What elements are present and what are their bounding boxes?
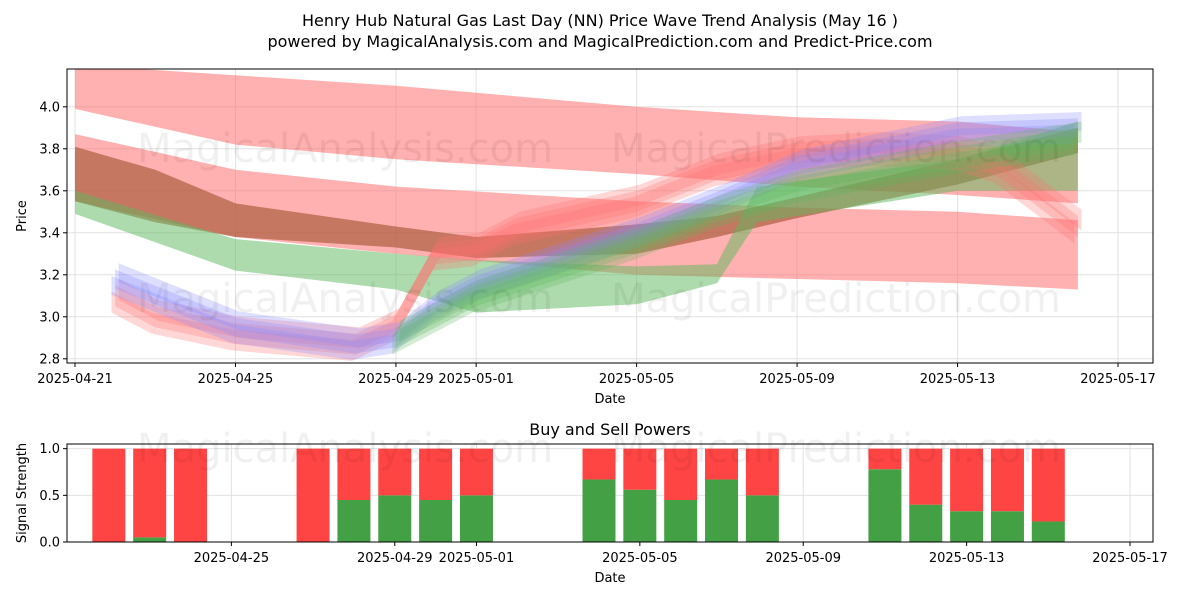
buy-bar — [664, 500, 698, 542]
price-y-tick-label: 3.6 — [39, 184, 60, 199]
price-x-tick-label: 2025-04-29 — [358, 372, 434, 387]
price-wave-red-0-0 — [111, 144, 1075, 361]
sell-bar — [705, 448, 739, 480]
buy-bar — [337, 500, 371, 542]
price-y-tick-label: 3.0 — [39, 310, 60, 325]
sell-bar — [419, 448, 453, 500]
sell-bar — [296, 448, 330, 542]
sell-bar — [623, 448, 657, 490]
signal-x-tick-label: 2025-05-17 — [1092, 551, 1168, 566]
buy-bar — [623, 489, 657, 542]
sell-bar — [378, 448, 412, 496]
price-x-tick-label: 2025-04-21 — [37, 372, 113, 387]
price-axes-frame — [66, 68, 1154, 364]
price-y-ticks: 2.8 3.0 3.2 3.4 3.6 3.8 4.0 — [39, 100, 67, 367]
price-x-tick-label: 2025-05-13 — [920, 372, 996, 387]
buy-bar — [950, 511, 984, 542]
sell-bar — [92, 448, 126, 542]
buy-bar — [378, 495, 412, 542]
buy-bar — [582, 479, 616, 542]
price-x-tick-label: 2025-05-09 — [759, 372, 835, 387]
signal-axes-frame — [66, 443, 1154, 543]
sell-bar — [459, 448, 493, 496]
watermark-prediction-mid: MagicalPrediction.com — [611, 276, 1061, 322]
buy-bar — [705, 479, 739, 542]
buy-bar — [745, 495, 779, 542]
sell-bar — [909, 448, 943, 505]
sell-bar — [174, 448, 208, 542]
price-wave-red-0-2 — [118, 132, 1082, 349]
price-band-red-1 — [75, 134, 1078, 290]
price-band-red-0 — [75, 69, 1078, 204]
price-bands — [75, 69, 1078, 313]
sell-bar — [1031, 448, 1065, 522]
buy-bar — [459, 495, 493, 542]
watermark-prediction-bottom: MagicalPrediction.com — [611, 426, 1061, 472]
signal-y-tick-label: 0.5 — [39, 489, 60, 504]
sell-bar — [990, 448, 1024, 512]
buy-bar — [1031, 521, 1065, 542]
chart-title: Henry Hub Natural Gas Last Day (NN) Pric… — [302, 11, 898, 30]
price-x-tick-label: 2025-05-17 — [1080, 372, 1156, 387]
price-y-tick-label: 2.8 — [39, 352, 60, 367]
sell-bar — [582, 448, 616, 480]
price-x-ticks: 2025-04-21 2025-04-25 2025-04-29 2025-05-01… — [37, 363, 1156, 387]
signal-y-axis-label: Signal Strength — [15, 443, 30, 543]
price-panel: MagicalAnalysis.com MagicalPrediction.co… — [15, 68, 1156, 407]
buy-bar — [133, 537, 167, 542]
watermark-analysis-mid: MagicalAnalysis.com — [137, 276, 553, 322]
price-x-tick-label: 2025-04-25 — [198, 372, 274, 387]
signal-x-tick-label: 2025-04-25 — [194, 551, 270, 566]
sell-bar — [950, 448, 984, 512]
price-waves — [111, 112, 1082, 361]
signal-bars — [92, 448, 1065, 542]
buy-bar — [868, 469, 902, 542]
price-x-axis-label: Date — [594, 392, 625, 407]
signal-x-tick-label: 2025-05-01 — [439, 551, 515, 566]
price-y-tick-label: 3.8 — [39, 142, 60, 157]
price-band-brown-2 — [75, 127, 1078, 258]
watermark-analysis-top: MagicalAnalysis.com — [137, 126, 553, 172]
price-wave-green-2-2 — [399, 121, 1082, 342]
buy-bar — [990, 511, 1024, 542]
price-x-tick-label: 2025-05-01 — [438, 372, 514, 387]
buy-bar — [909, 504, 943, 542]
signal-y-ticks: 0.0 0.5 1.0 — [39, 442, 67, 551]
price-y-tick-label: 3.2 — [39, 268, 60, 283]
signal-x-tick-label: 2025-05-13 — [929, 551, 1005, 566]
buy-bar — [419, 500, 453, 542]
sell-bar — [745, 448, 779, 496]
signal-x-axis-label: Date — [594, 571, 625, 586]
sell-bar — [664, 448, 698, 500]
sell-bar — [337, 448, 371, 500]
price-y-axis-label: Price — [15, 200, 30, 232]
price-wave-green-2-0 — [392, 134, 1075, 355]
signal-y-tick-label: 1.0 — [39, 442, 60, 457]
signal-y-tick-label: 0.0 — [39, 536, 60, 551]
signal-panel: Buy and Sell Powers MagicalAnalysis.com … — [15, 420, 1168, 586]
signal-x-tick-label: 2025-05-09 — [765, 551, 841, 566]
price-wave-green-2-1 — [395, 127, 1078, 349]
sell-bar — [133, 448, 167, 538]
price-x-tick-label: 2025-05-05 — [599, 372, 675, 387]
price-y-tick-label: 4.0 — [39, 100, 60, 115]
watermark-prediction-top: MagicalPrediction.com — [611, 126, 1061, 172]
price-band-green-3 — [75, 121, 1078, 313]
watermark-analysis-bottom: MagicalAnalysis.com — [137, 426, 553, 472]
signal-x-ticks: 2025-04-25 2025-04-29 2025-05-01 2025-05-05… — [194, 542, 1168, 566]
signal-x-tick-label: 2025-04-29 — [357, 551, 433, 566]
chart-subtitle: powered by MagicalAnalysis.com and Magic… — [267, 32, 932, 51]
sell-bar — [868, 448, 902, 470]
price-y-tick-label: 3.4 — [39, 226, 60, 241]
signal-chart-title: Buy and Sell Powers — [529, 420, 691, 439]
signal-x-tick-label: 2025-05-05 — [602, 551, 678, 566]
price-wave-red-0-1 — [115, 138, 1078, 355]
